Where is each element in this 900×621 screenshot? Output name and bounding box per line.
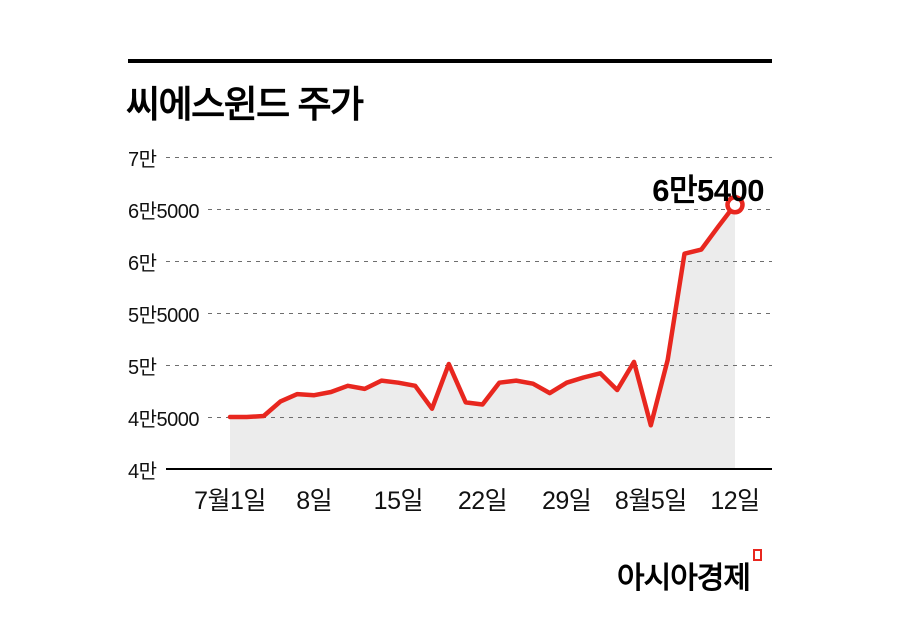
gridline — [165, 156, 772, 158]
gridline-row: 5만 — [128, 351, 772, 379]
gridline — [208, 416, 772, 418]
x-axis-label: 7월1일 — [194, 487, 266, 515]
gridline — [208, 312, 772, 314]
gridline-row: 6만 — [128, 247, 772, 275]
gridline-row: 7만 — [128, 143, 772, 171]
x-axis-label: 22일 — [457, 487, 508, 515]
gridline — [165, 364, 772, 366]
y-axis-label: 4만5000 — [128, 408, 200, 431]
y-axis-label: 5만5000 — [128, 304, 200, 327]
y-axis-label: 4만 — [128, 460, 157, 483]
x-axis-line — [165, 468, 772, 470]
chart-title: 씨에스윈드 주가 — [126, 84, 364, 125]
x-axis-label: 8월5일 — [614, 487, 687, 515]
top-rule — [128, 59, 772, 63]
logo-mark-icon — [753, 549, 762, 561]
gridline-row: 5만5000 — [128, 299, 772, 327]
x-axis-label: 8일 — [296, 487, 333, 515]
y-axis-label: 6만5000 — [128, 200, 200, 223]
gridline-row: 4만 — [128, 455, 772, 483]
x-axis-label: 29일 — [542, 487, 592, 515]
y-axis-label: 7만 — [128, 148, 157, 171]
gridline — [165, 260, 772, 262]
x-axis-label: 12일 — [710, 487, 760, 515]
logo: 아시아경제 — [617, 549, 762, 597]
x-axis-label: 15일 — [373, 487, 424, 515]
logo-text: 아시아경제 — [617, 562, 751, 595]
y-axis-label: 6만 — [128, 252, 157, 275]
gridline-row: 4만5000 — [128, 403, 772, 431]
last-value-label: 6만5400 — [652, 173, 764, 208]
y-axis-label: 5만 — [128, 356, 157, 379]
